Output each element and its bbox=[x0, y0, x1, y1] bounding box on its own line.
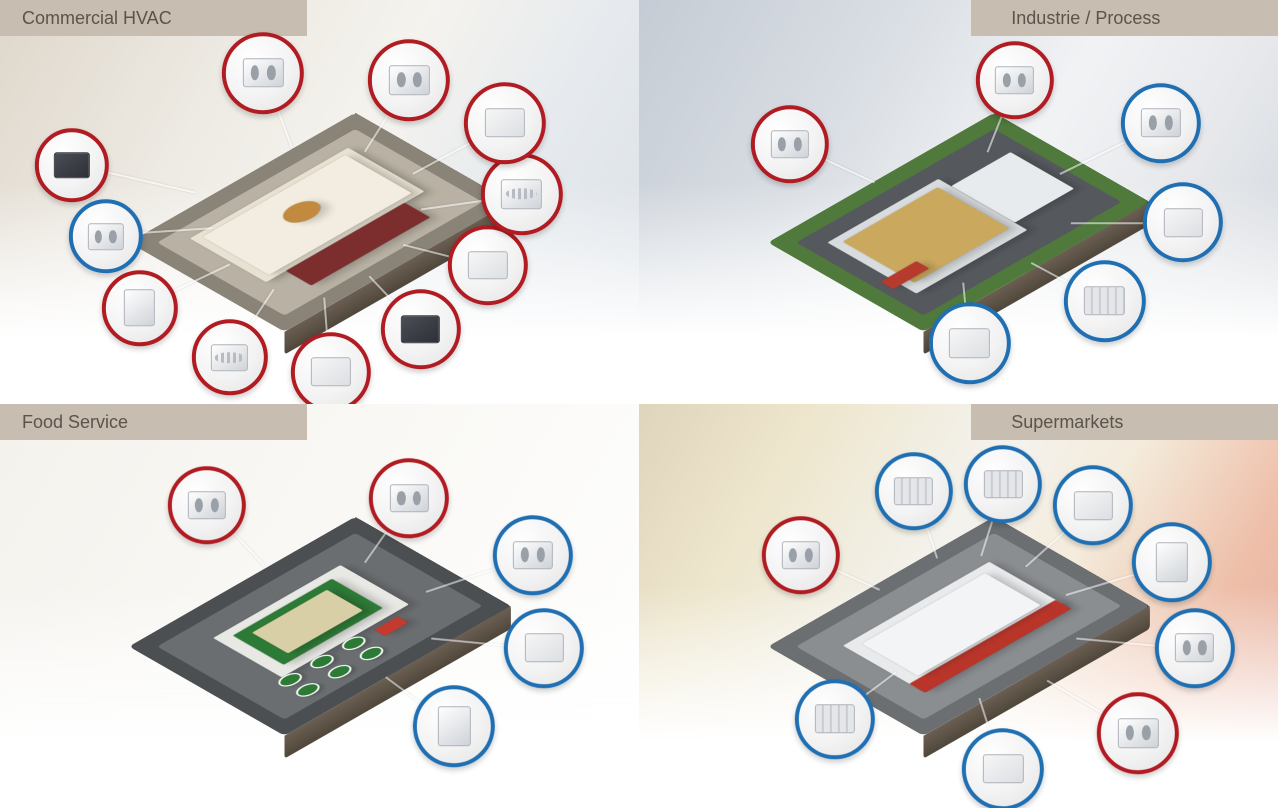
equipment-icon bbox=[389, 484, 429, 513]
equipment-icon bbox=[311, 358, 351, 387]
infographic-grid: Commercial HVAC Industrie / Process Food… bbox=[0, 0, 1278, 808]
product-bubble[interactable] bbox=[874, 452, 952, 530]
equipment-icon bbox=[949, 329, 990, 359]
product-bubble[interactable] bbox=[168, 466, 246, 544]
equipment-icon bbox=[484, 108, 525, 138]
equipment-icon bbox=[468, 251, 508, 280]
product-bubble[interactable] bbox=[1053, 465, 1133, 545]
product-bubble[interactable] bbox=[369, 458, 449, 538]
equipment-icon bbox=[389, 65, 430, 95]
equipment-icon bbox=[438, 706, 471, 747]
panel-title: Industrie / Process bbox=[1011, 8, 1160, 29]
equipment-icon bbox=[124, 289, 155, 326]
product-bubble[interactable] bbox=[35, 128, 109, 202]
building-stage bbox=[38, 448, 600, 804]
equipment-icon bbox=[894, 477, 933, 505]
equipment-icon bbox=[1073, 491, 1113, 520]
product-bubble[interactable] bbox=[504, 608, 584, 688]
panel-commercial-hvac: Commercial HVAC bbox=[0, 0, 639, 404]
panel-title-bar: Commercial HVAC bbox=[0, 0, 307, 36]
product-bubble[interactable] bbox=[191, 320, 267, 396]
equipment-icon bbox=[782, 541, 821, 569]
equipment-icon bbox=[995, 66, 1034, 94]
panel-title: Food Service bbox=[22, 412, 128, 433]
iso-building bbox=[157, 129, 482, 316]
product-bubble[interactable] bbox=[1121, 83, 1201, 163]
panel-title-bar: Industrie / Process bbox=[971, 0, 1278, 36]
building-stage bbox=[677, 44, 1239, 400]
equipment-icon bbox=[1175, 633, 1215, 662]
product-bubble[interactable] bbox=[762, 516, 840, 594]
product-bubble[interactable] bbox=[1154, 608, 1234, 688]
equipment-icon bbox=[513, 541, 553, 570]
building-stage bbox=[38, 44, 600, 400]
product-bubble[interactable] bbox=[102, 270, 178, 346]
panel-title-bar: Food Service bbox=[0, 404, 307, 440]
panel-industrie-process: Industrie / Process bbox=[639, 0, 1278, 404]
product-bubble[interactable] bbox=[1063, 260, 1145, 342]
building-stage bbox=[677, 448, 1239, 804]
product-bubble[interactable] bbox=[1132, 522, 1212, 602]
product-bubble[interactable] bbox=[448, 225, 528, 305]
equipment-icon bbox=[984, 470, 1023, 498]
product-bubble[interactable] bbox=[929, 302, 1011, 384]
equipment-icon bbox=[188, 491, 227, 519]
product-bubble[interactable] bbox=[1097, 692, 1179, 774]
equipment-icon bbox=[524, 633, 564, 662]
product-bubble[interactable] bbox=[751, 105, 829, 183]
equipment-icon bbox=[1118, 718, 1159, 748]
equipment-icon bbox=[1084, 286, 1125, 316]
panel-title-bar: Supermarkets bbox=[971, 404, 1278, 440]
product-bubble[interactable] bbox=[493, 515, 573, 595]
equipment-icon bbox=[1156, 543, 1188, 583]
equipment-icon bbox=[1163, 208, 1203, 237]
equipment-icon bbox=[770, 130, 809, 158]
equipment-icon bbox=[1141, 108, 1181, 137]
panel-title: Supermarkets bbox=[1011, 412, 1123, 433]
equipment-icon bbox=[501, 179, 542, 209]
equipment-icon bbox=[211, 344, 248, 371]
product-bubble[interactable] bbox=[413, 685, 495, 767]
panel-title: Commercial HVAC bbox=[22, 8, 172, 29]
product-bubble[interactable] bbox=[69, 200, 143, 274]
equipment-icon bbox=[401, 315, 441, 344]
equipment-icon bbox=[88, 223, 124, 249]
product-bubble[interactable] bbox=[481, 153, 563, 235]
equipment-icon bbox=[243, 58, 284, 88]
panel-food-service: Food Service bbox=[0, 404, 639, 808]
product-bubble[interactable] bbox=[222, 32, 304, 114]
product-bubble[interactable] bbox=[1143, 182, 1223, 262]
product-bubble[interactable] bbox=[464, 82, 546, 164]
panel-supermarkets: Supermarkets bbox=[639, 404, 1278, 808]
equipment-icon bbox=[54, 152, 90, 178]
product-bubble[interactable] bbox=[964, 445, 1042, 523]
equipment-icon bbox=[983, 754, 1024, 784]
product-bubble[interactable] bbox=[368, 39, 450, 121]
product-bubble[interactable] bbox=[381, 289, 461, 369]
product-bubble[interactable] bbox=[976, 41, 1054, 119]
product-bubble[interactable] bbox=[962, 728, 1044, 808]
product-bubble[interactable] bbox=[795, 679, 875, 759]
product-bubble[interactable] bbox=[291, 332, 371, 404]
equipment-icon bbox=[815, 705, 855, 734]
